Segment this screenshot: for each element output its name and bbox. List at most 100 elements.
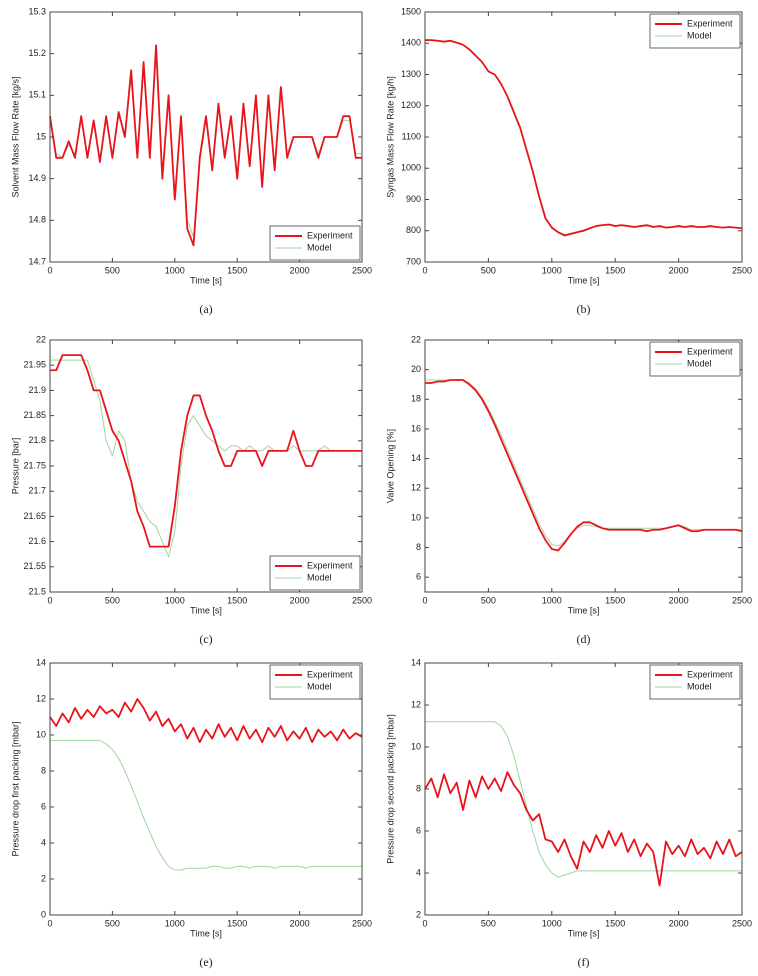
y-tick-label: 14.8 — [28, 215, 46, 225]
x-tick-label: 1000 — [542, 595, 562, 605]
caption: (b) — [577, 302, 591, 316]
legend-label: Experiment — [307, 669, 353, 679]
caption: (e) — [199, 955, 212, 969]
y-axis-label: Solvent Mass Flow Rate [kg/s] — [10, 76, 20, 197]
y-axis-label: Pressure [bar] — [10, 438, 20, 495]
x-tick-label: 1500 — [227, 265, 247, 275]
x-tick-label: 2000 — [669, 265, 689, 275]
y-tick-label: 15.3 — [28, 6, 46, 16]
series-line — [425, 39, 743, 237]
y-tick-label: 22 — [36, 334, 46, 344]
y-tick-label: 800 — [406, 225, 421, 235]
x-tick-label: 500 — [481, 265, 496, 275]
y-tick-label: 22 — [411, 334, 421, 344]
y-tick-label: 2 — [416, 909, 421, 919]
x-tick-label: 2000 — [669, 595, 689, 605]
x-axis-label: Time [s] — [190, 605, 222, 615]
y-tick-label: 700 — [406, 256, 421, 266]
x-tick-label: 1500 — [605, 595, 625, 605]
series-line — [50, 739, 362, 871]
x-tick-label: 0 — [47, 595, 52, 605]
y-tick-label: 12 — [36, 693, 46, 703]
y-tick-label: 18 — [411, 394, 421, 404]
y-tick-label: 6 — [41, 801, 46, 811]
y-axis-label: Valve Opening [%] — [385, 429, 395, 503]
caption: (c) — [199, 632, 212, 646]
chart-panel: 0 500 1000 1500 2000 2500 6 8 10 12 14 16 18 20 22 Time… — [385, 334, 752, 645]
y-tick-label: 8 — [416, 783, 421, 793]
y-tick-label: 10 — [411, 512, 421, 522]
y-tick-label: 21.85 — [23, 410, 46, 420]
y-tick-label: 4 — [416, 867, 421, 877]
y-tick-label: 20 — [411, 364, 421, 374]
chart-panel: 0 500 1000 1500 2000 2500 700 800 900 1000 1100 120… — [385, 6, 752, 315]
y-tick-label: 15.2 — [28, 48, 46, 58]
x-tick-label: 500 — [105, 918, 120, 928]
x-tick-label: 2000 — [669, 918, 689, 928]
x-tick-label: 2500 — [732, 595, 752, 605]
x-tick-label: 2500 — [732, 918, 752, 928]
legend-box — [269, 225, 361, 261]
chart-panel: 0 500 1000 1500 2000 2500 0 2 4 6 8 10 12 14 Time [s] P… — [10, 657, 372, 968]
x-tick-label: 500 — [481, 595, 496, 605]
y-tick-label: 21.9 — [28, 385, 46, 395]
legend-label: Model — [687, 358, 712, 368]
x-tick-label: 1500 — [227, 918, 247, 928]
x-tick-label: 2000 — [290, 265, 310, 275]
y-tick-label: 21.8 — [28, 435, 46, 445]
y-tick-label: 1300 — [401, 69, 421, 79]
y-tick-label: 14.7 — [28, 256, 46, 266]
x-tick-label: 500 — [481, 918, 496, 928]
y-tick-label: 15.1 — [28, 90, 46, 100]
y-tick-label: 8 — [416, 542, 421, 552]
legend-label: Model — [307, 681, 332, 691]
legend-box — [649, 13, 741, 49]
x-tick-label: 1500 — [605, 265, 625, 275]
y-axis-label: Pressure drop second packing [mbar] — [385, 714, 395, 864]
y-tick-label: 6 — [416, 572, 421, 582]
x-tick-label: 1000 — [165, 918, 185, 928]
x-tick-label: 0 — [422, 595, 427, 605]
legend-box — [649, 341, 741, 377]
x-axis-label: Time [s] — [568, 275, 600, 285]
legend-label: Experiment — [687, 18, 733, 28]
plot-area — [50, 340, 362, 592]
series-line — [425, 379, 743, 552]
legend-label: Model — [687, 30, 712, 40]
x-tick-label: 1500 — [227, 595, 247, 605]
y-tick-label: 12 — [411, 699, 421, 709]
y-tick-label: 8 — [41, 765, 46, 775]
y-tick-label: 21.95 — [23, 360, 46, 370]
plot-frame — [424, 339, 743, 593]
x-axis-label: Time [s] — [568, 928, 600, 938]
x-tick-label: 2000 — [290, 595, 310, 605]
y-tick-label: 21.6 — [28, 536, 46, 546]
legend-label: Experiment — [687, 346, 733, 356]
x-tick-label: 0 — [422, 265, 427, 275]
legend-label: Model — [307, 572, 332, 582]
y-tick-label: 10 — [36, 729, 46, 739]
y-tick-label: 1200 — [401, 100, 421, 110]
x-tick-label: 0 — [47, 265, 52, 275]
y-tick-label: 21.7 — [28, 486, 46, 496]
plot-area — [425, 340, 742, 592]
y-tick-label: 21.75 — [23, 460, 46, 470]
caption: (a) — [199, 302, 212, 316]
y-tick-label: 1000 — [401, 163, 421, 173]
y-tick-label: 2 — [41, 873, 46, 883]
y-tick-label: 21.55 — [23, 561, 46, 571]
legend-box — [649, 664, 741, 700]
x-axis-label: Time [s] — [190, 275, 222, 285]
series-line — [425, 721, 742, 878]
x-tick-label: 1500 — [605, 918, 625, 928]
plot-area — [425, 12, 742, 262]
x-tick-label: 2500 — [352, 595, 372, 605]
chart-panel: 0 500 1000 1500 2000 2500 14.7 14.8 14.9 15 15.1 15… — [10, 6, 372, 315]
chart-panel: 0 500 1000 1500 2000 2500 2 4 6 8 10 12 14 Time [s] Pr… — [385, 657, 752, 968]
y-tick-label: 4 — [41, 837, 46, 847]
x-tick-label: 2500 — [352, 265, 372, 275]
y-tick-label: 12 — [411, 483, 421, 493]
x-tick-label: 2500 — [352, 918, 372, 928]
x-tick-label: 1000 — [542, 918, 562, 928]
